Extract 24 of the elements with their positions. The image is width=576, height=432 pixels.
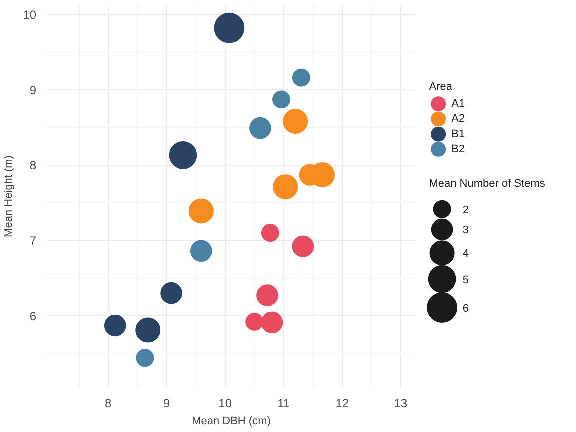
- legend-label: 3: [462, 224, 469, 237]
- legend-label: 4: [462, 248, 469, 260]
- x-tick-label: 13: [394, 396, 408, 410]
- text: Mean Number of Stems: [429, 178, 546, 190]
- y-tick-label: 6: [30, 309, 37, 324]
- legend-label: B1: [452, 128, 466, 140]
- x-axis-title: Mean DBH (cm): [192, 416, 271, 428]
- x-tick-label: 8: [105, 396, 112, 410]
- x-tick-label: 11: [278, 396, 290, 410]
- legend-title: Area: [429, 81, 454, 94]
- y-tick-label: 7: [30, 234, 37, 248]
- y-tick-label: 10: [23, 8, 37, 22]
- legend-label: 6: [462, 302, 469, 315]
- legend-label: B2: [452, 143, 466, 156]
- y-tick-label: 8: [30, 158, 37, 173]
- legend-label: 2: [462, 204, 469, 216]
- x-tick-label: 10: [218, 396, 232, 410]
- legend-label: A2: [452, 113, 466, 126]
- legend-label: A1: [452, 98, 466, 110]
- y-axis-title: Mean Height (m): [3, 156, 16, 238]
- x-tick-label: 9: [164, 396, 171, 410]
- x-tick-label: 12: [336, 396, 350, 410]
- y-tick-label: 9: [30, 83, 37, 98]
- legend-label: 5: [462, 274, 469, 286]
